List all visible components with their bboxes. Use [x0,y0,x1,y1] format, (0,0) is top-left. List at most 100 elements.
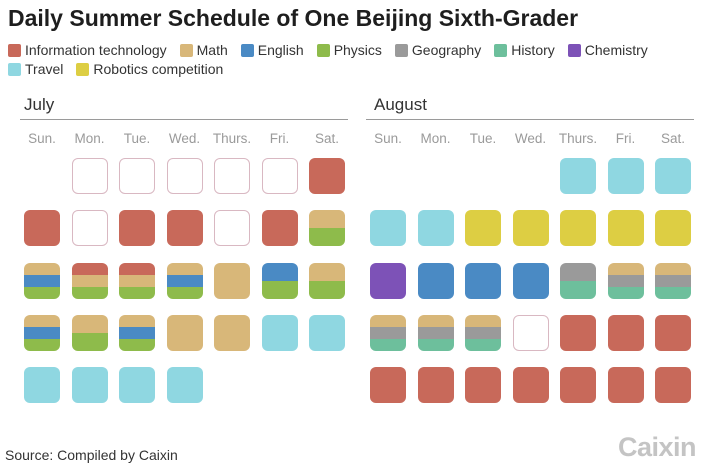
weekday-label: Sun. [374,131,402,146]
day-cell [370,314,406,351]
activity-band [417,210,454,247]
day-cell [214,262,250,299]
activity-band [417,262,454,299]
activity-band [309,262,345,281]
activity-band [560,262,596,281]
activity-band [512,262,549,299]
day-cell [71,314,108,351]
legend-item-it: Information technology [8,42,167,59]
day-cell [417,314,454,351]
activity-band [309,210,345,229]
activity-band [214,314,250,351]
day-cell [119,314,155,351]
day-cell [119,262,155,299]
activity-band [119,274,155,287]
day-cell [370,262,406,299]
activity-band [71,367,108,404]
legend-item-h: History [494,42,555,59]
day-cell [607,210,644,247]
activity-band [24,326,60,339]
day-cell [24,210,60,247]
legend-label: Geography [411,42,482,58]
weekday-label: Tue. [123,131,151,146]
day-cell [370,210,406,247]
activity-band [560,280,596,299]
activity-band [465,210,501,247]
day-cell [560,262,596,299]
day-cell-free [214,158,250,194]
day-cell [560,158,596,194]
activity-band [214,262,250,299]
activity-band [119,286,155,299]
activity-band [370,326,406,339]
day-cell [655,210,691,247]
activity-band [512,367,549,404]
day-cell [560,210,596,247]
activity-band [655,274,691,287]
activity-band [166,286,203,299]
day-cell [607,314,644,351]
weekday-label: Sat. [660,131,685,146]
legend-label: History [511,42,555,58]
activity-band [370,338,406,351]
activity-band [655,210,691,247]
day-cell [309,262,345,299]
activity-band [560,314,596,351]
legend-label: Robotics competition [93,61,224,77]
activity-band [560,158,596,194]
activity-band [560,210,596,247]
month-label-august: August [374,95,427,114]
activity-band [465,338,501,351]
weekday-label: Sat. [314,131,339,146]
activity-band [607,210,644,247]
legend-swatch [240,44,254,57]
activity-band [71,314,108,333]
day-cell [24,262,60,299]
activity-band [71,286,108,299]
source-note: Source: Compiled by Caixin [5,447,178,463]
activity-band [417,367,454,404]
legend-swatch [394,44,408,57]
activity-band [607,158,644,194]
activity-band [71,262,108,275]
day-cell [465,367,501,404]
activity-band [71,332,108,351]
activity-band [655,314,691,351]
legend-swatch [8,44,21,57]
day-cell [560,367,596,404]
weekday-label: Sun. [28,131,56,146]
activity-band [261,210,298,247]
day-cell [24,367,60,404]
weekday-label: Thurs. [558,131,598,146]
day-cell [512,262,549,299]
activity-band [166,210,203,247]
activity-band [309,228,345,247]
day-cell-free [71,210,108,247]
activity-band [261,262,298,281]
legend-swatch [316,44,330,57]
activity-band [465,262,501,299]
activity-band [512,210,549,247]
weekday-label: Thurs. [212,131,252,146]
day-cell [560,314,596,351]
day-cell [607,158,644,194]
day-cell-free [71,158,108,194]
legend-item-e: English [240,42,304,59]
month-divider [20,119,348,120]
activity-band [607,274,644,287]
day-cell [119,210,155,247]
activity-band [655,286,691,299]
activity-band [166,262,203,275]
activity-band [261,314,298,351]
legend-item-c: Chemistry [567,42,648,59]
weekday-label: Tue. [469,131,497,146]
day-cell [512,210,549,247]
day-cell [417,367,454,404]
activity-band [119,367,155,404]
activity-band [370,314,406,327]
day-cell [71,367,108,404]
day-cell-free [166,158,203,194]
day-cell [261,210,298,247]
activity-band [119,326,155,339]
legend-item-t: Travel [8,61,63,78]
